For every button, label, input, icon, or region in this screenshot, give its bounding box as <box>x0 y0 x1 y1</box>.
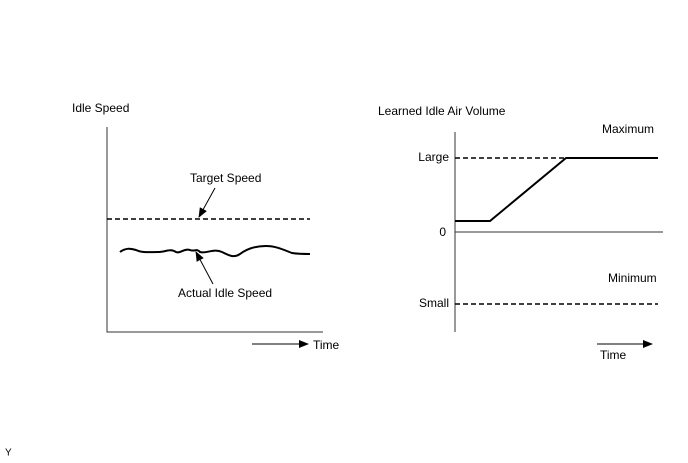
actual-line <box>119 244 311 258</box>
right-x-label: Time <box>600 348 627 362</box>
actual-arrow <box>195 251 214 285</box>
target-arrow <box>198 187 216 218</box>
actual-label: Actual Idle Speed <box>178 286 272 300</box>
left-y-label: Idle Speed <box>72 101 129 115</box>
large-label: Large <box>418 150 449 164</box>
maximum-label: Maximum <box>602 122 654 136</box>
minimum-label: Minimum <box>608 271 657 285</box>
zero-label: 0 <box>439 225 446 239</box>
corner-label: Y <box>5 448 12 459</box>
target-label: Target Speed <box>190 171 261 185</box>
left-axes <box>106 127 323 333</box>
learned-line <box>455 157 658 222</box>
right-y-label: Learned Idle Air Volume <box>378 104 506 118</box>
left-x-label: Time <box>313 338 340 352</box>
small-label: Small <box>419 296 449 310</box>
